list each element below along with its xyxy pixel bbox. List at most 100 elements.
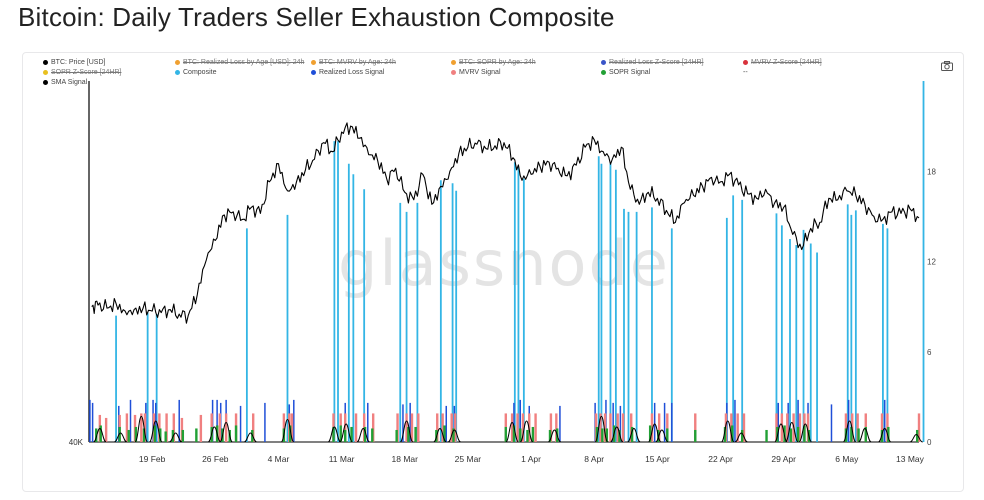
legend-item[interactable]: Realized Loss Z-Score [24HR] <box>601 59 704 66</box>
sopr-signal-bar <box>618 429 621 442</box>
sopr-signal-bar <box>512 425 516 442</box>
sopr-signal-bar <box>531 426 535 442</box>
sopr-signal-bar <box>142 428 146 442</box>
sopr-signal-bar <box>234 425 238 442</box>
chart-card: glassnode 40K 0 6 12 18 19 Feb 26 Feb 4 Mar 11 Ma… <box>22 52 964 492</box>
mvrv-signal-bar <box>856 413 859 442</box>
page-title: Bitcoin: Daily Traders Seller Exhaustion… <box>18 2 615 32</box>
sopr-signal-bar <box>363 426 367 442</box>
sopr-signal-bar <box>414 426 417 442</box>
legend-item[interactable]: SOPR Signal <box>601 69 650 76</box>
sopr-signal-bar <box>723 426 727 442</box>
legend-item[interactable]: MVRV Z-Score [24HR] <box>743 59 822 66</box>
sma-signal-bump <box>505 421 520 443</box>
legend-label: SOPR Signal <box>609 69 651 76</box>
mvrv-signal-bar <box>417 413 420 442</box>
x-axis-tick-label: 1 Apr <box>521 454 541 464</box>
mvrv-signal-bar <box>410 413 414 442</box>
mvrv-signal-bar <box>125 413 129 442</box>
legend-item[interactable]: BTC: Realized Loss by Age [USD]: 24h <box>175 59 304 66</box>
legend-label: BTC: SOPR by Age: 24h <box>459 59 536 66</box>
legend-item[interactable]: BTC: Price [USD] <box>43 59 105 66</box>
mvrv-signal-bar <box>140 413 143 442</box>
sma-signal-bump <box>647 423 662 443</box>
sopr-signal-bar <box>850 426 853 442</box>
x-axis-tick-label: 6 May <box>835 454 859 464</box>
sopr-signal-bar <box>350 426 353 442</box>
sma-signal-bump <box>734 432 748 443</box>
sma-signal-bump <box>798 423 813 443</box>
sma-signal-bump <box>399 420 414 443</box>
camera-icon[interactable] <box>941 61 953 71</box>
sopr-signal-bar <box>601 428 604 442</box>
sma-signal-bump <box>243 432 258 443</box>
sopr-signal-bar <box>127 429 130 442</box>
legend-item[interactable]: Realized Loss Signal <box>311 69 384 76</box>
legend-item[interactable]: BTC: SOPR by Age: 24h <box>451 59 536 66</box>
sopr-signal-bar <box>648 425 652 442</box>
sopr-signal-bar <box>864 426 867 442</box>
sopr-signal-bar <box>181 429 185 442</box>
mvrv-signal-bar <box>104 417 108 442</box>
btc-price-line <box>91 122 920 324</box>
legend-label: BTC: MVRV by Age: 24h <box>319 59 396 66</box>
sopr-signal-bar <box>134 426 138 442</box>
legend-item[interactable]: SMA Signal <box>43 79 87 86</box>
sopr-signal-bar <box>694 429 697 442</box>
legend-swatch <box>451 70 456 75</box>
legend-swatch <box>43 80 48 85</box>
legend-swatch <box>601 70 606 75</box>
mvrv-signal-bar <box>218 413 222 442</box>
sma-signal-bump <box>93 427 107 443</box>
mvrv-signal-bar <box>780 413 784 442</box>
left-axis-tick-label: 40K <box>69 438 84 447</box>
watermark: glassnode <box>338 227 670 300</box>
right-axis-tick-label: 12 <box>927 258 936 267</box>
x-axis-tick-label: 25 Mar <box>455 454 482 464</box>
mvrv-signal-bar <box>290 413 294 442</box>
mvrv-signal-bar <box>806 413 810 442</box>
x-axis-tick-label: 29 Apr <box>771 454 796 464</box>
sma-signal-bump <box>519 420 534 443</box>
sopr-signal-bar <box>666 428 669 442</box>
sma-signal-bump <box>169 432 183 443</box>
mvrv-signal-bar <box>742 413 746 442</box>
mvrv-signal-bar <box>282 413 286 442</box>
sma-signal-bump <box>655 429 669 443</box>
sopr-signal-bar <box>395 429 398 442</box>
legend-item[interactable]: SOPR Z-Score [24HR] <box>43 69 121 76</box>
sma-signal-bump <box>547 429 562 443</box>
mvrv-signal-bar <box>344 413 347 442</box>
sopr-signal-bar <box>153 425 157 442</box>
legend-item[interactable]: MVRV Signal <box>451 69 501 76</box>
sopr-signal-bar <box>595 426 599 442</box>
legend-label: MVRV Signal <box>459 69 501 76</box>
sopr-signal-bar <box>796 426 800 442</box>
chart-plot: glassnode 40K 0 6 12 18 19 Feb 26 Feb 4 Mar 11 Ma… <box>69 81 936 464</box>
mvrv-signal-bar <box>396 413 399 442</box>
mvrv-signal-bar <box>555 413 558 442</box>
sopr-signal-bar <box>740 429 744 442</box>
sma-signal-bump <box>219 421 234 443</box>
mvrv-signal-bar <box>534 413 537 442</box>
sopr-signal-bar <box>195 428 198 442</box>
mvrv-signal-bar <box>549 413 553 442</box>
mvrv-signal-bar <box>436 413 439 442</box>
x-axis-tick-label: 19 Feb <box>139 454 166 464</box>
legend-item[interactable]: BTC: MVRV by Age: 24h <box>311 59 396 66</box>
sopr-signal-bar <box>630 426 634 442</box>
legend-label: Composite <box>183 69 217 76</box>
legend-item[interactable]: -- <box>743 69 748 76</box>
sma-signal-bump <box>594 415 609 443</box>
sopr-signal-bar <box>164 431 167 442</box>
right-axis-tick-label: 6 <box>927 348 932 357</box>
mvrv-signal-bar <box>880 413 884 442</box>
sma-signal-bump <box>774 423 788 443</box>
x-axis-tick-label: 11 Mar <box>329 454 355 464</box>
legend-swatch <box>311 70 316 75</box>
mvrv-signal-bar <box>657 413 661 442</box>
mvrv-signal-bar <box>450 413 453 442</box>
sopr-signal-bar <box>99 425 102 442</box>
mvrv-signal-bar <box>603 413 607 442</box>
legend-item[interactable]: Composite <box>175 69 216 76</box>
